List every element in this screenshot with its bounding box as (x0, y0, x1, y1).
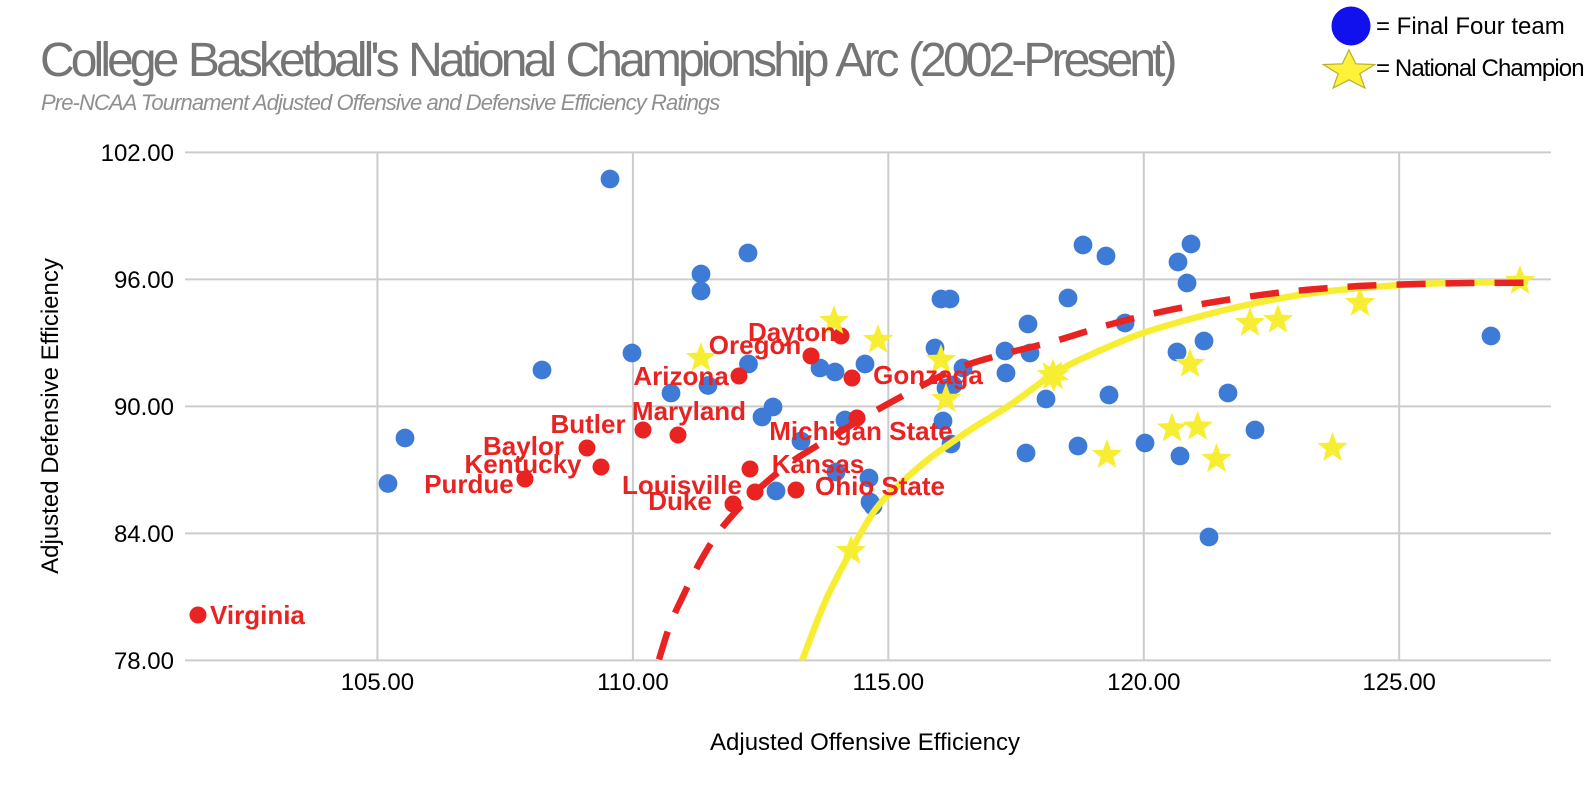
svg-text:College Basketball's National: College Basketball's National Championsh… (40, 34, 1176, 87)
svg-text:90.00: 90.00 (114, 394, 174, 421)
svg-text:Dayton: Dayton (748, 317, 836, 347)
svg-text:Adjusted Offensive Efficiency: Adjusted Offensive Efficiency (710, 729, 1020, 756)
svg-text:= Final Four team: = Final Four team (1376, 13, 1565, 40)
svg-text:Arizona: Arizona (633, 361, 729, 391)
svg-text:Maryland: Maryland (632, 396, 746, 426)
svg-text:Duke: Duke (648, 486, 712, 516)
svg-text:= National Champion: = National Champion (1376, 55, 1584, 82)
svg-text:Baylor: Baylor (483, 431, 564, 461)
svg-text:Ohio State: Ohio State (815, 471, 945, 501)
svg-text:Pre-NCAA Tournament Adjusted O: Pre-NCAA Tournament Adjusted Offensive a… (41, 90, 720, 115)
svg-text:Kentucky: Kentucky (464, 449, 582, 479)
svg-text:120.00: 120.00 (1107, 669, 1180, 696)
svg-text:Virginia: Virginia (210, 600, 305, 630)
svg-text:Oregon: Oregon (709, 330, 801, 360)
svg-text:Butler: Butler (550, 409, 625, 439)
svg-text:Kansas: Kansas (772, 449, 865, 479)
svg-text:Louisville: Louisville (622, 470, 742, 500)
svg-text:84.00: 84.00 (114, 521, 174, 548)
svg-text:105.00: 105.00 (341, 669, 414, 696)
svg-text:Adjusted Defensive Efficiency: Adjusted Defensive Efficiency (37, 258, 64, 574)
svg-text:110.00: 110.00 (597, 669, 669, 696)
svg-text:125.00: 125.00 (1362, 669, 1435, 696)
svg-text:102.00: 102.00 (101, 140, 174, 167)
svg-text:96.00: 96.00 (114, 267, 174, 294)
svg-text:Gonzaga: Gonzaga (873, 360, 983, 390)
svg-text:Michigan State: Michigan State (769, 416, 952, 446)
svg-text:Purdue: Purdue (424, 469, 514, 499)
svg-text:78.00: 78.00 (114, 648, 174, 675)
svg-text:115.00: 115.00 (852, 669, 924, 696)
